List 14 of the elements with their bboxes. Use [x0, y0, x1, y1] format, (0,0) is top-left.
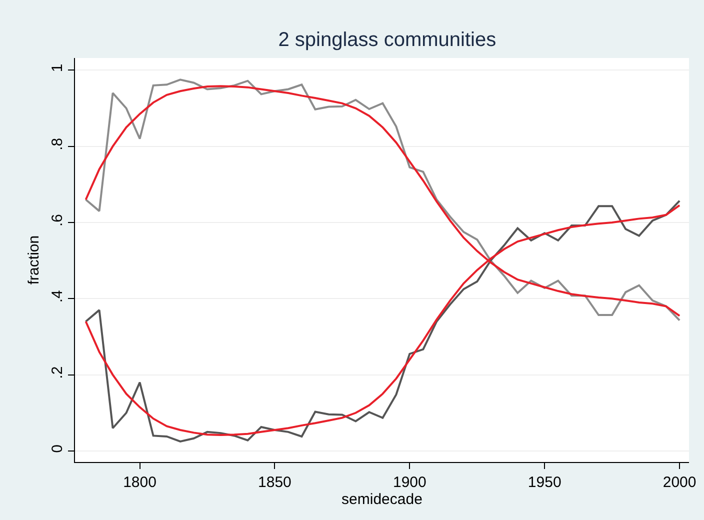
- x-tick-label: 1950: [528, 474, 562, 491]
- y-tick-label: .4: [49, 290, 66, 303]
- y-tick-label: .2: [49, 366, 66, 379]
- x-tick-label: 1850: [258, 474, 292, 491]
- y-tick-label: 0: [49, 444, 66, 453]
- y-tick-label: 1: [49, 64, 66, 72]
- x-tick-label: 2000: [662, 474, 696, 491]
- chart-title: 2 spinglass communities: [278, 29, 496, 51]
- y-tick-label: .8: [49, 138, 66, 150]
- x-tick-label: 1900: [392, 474, 426, 491]
- y-axis-title: fraction: [25, 235, 42, 285]
- x-tick-label: 1800: [123, 474, 156, 491]
- y-tick-label: .6: [49, 214, 66, 226]
- x-axis-title: semidecade: [342, 491, 422, 508]
